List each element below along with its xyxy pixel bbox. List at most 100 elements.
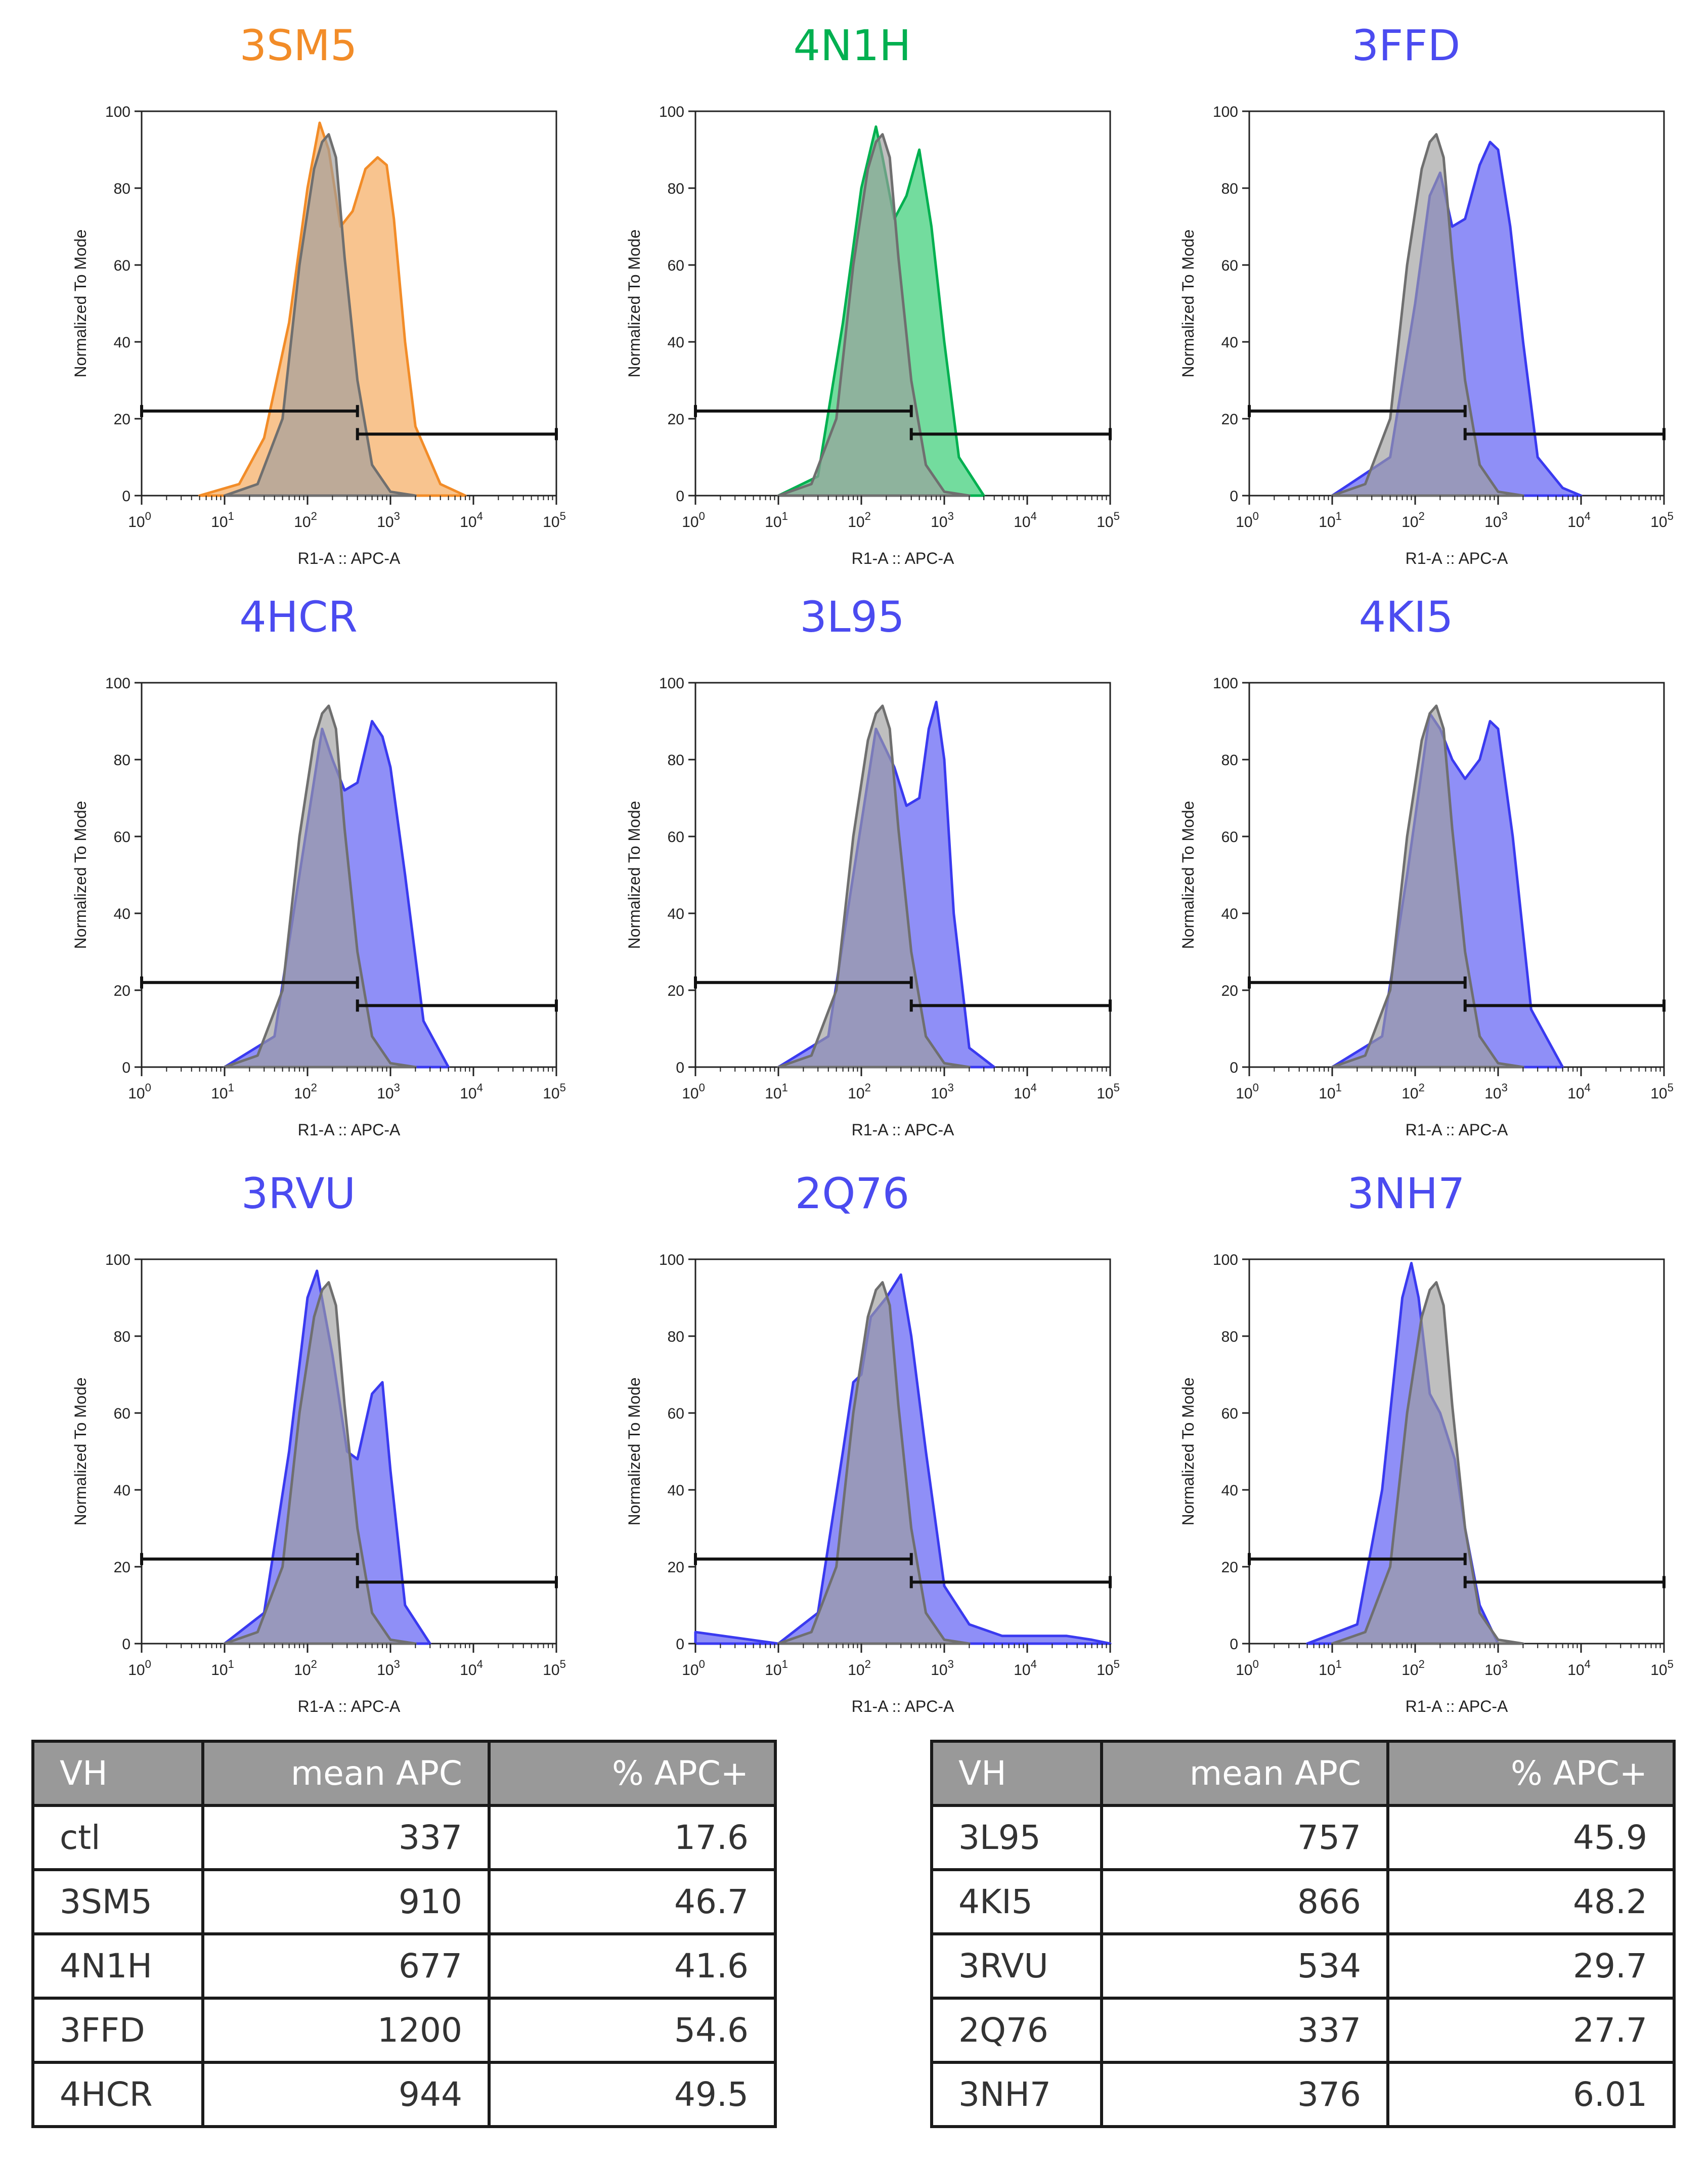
y-tick-label: 100 [659, 104, 684, 120]
x-axis-label: R1-A :: APC-A [298, 1697, 401, 1715]
y-tick-label: 60 [1221, 257, 1238, 274]
table-row: 4KI5 866 48.2 [930, 1868, 1676, 1935]
control-histogram [223, 704, 417, 1069]
y-tick-label: 60 [114, 257, 130, 274]
x-tick-label: 105 [543, 1081, 566, 1102]
y-tick-label: 60 [1221, 829, 1238, 846]
column-header-vh: VH [930, 1740, 1103, 1807]
y-axis-label: Normalized To Mode [71, 230, 90, 378]
x-tick-label: 102 [848, 1081, 871, 1102]
cell-mean-apc: 534 [1100, 1932, 1389, 2000]
table-row: 3RVU 534 29.7 [930, 1932, 1676, 2000]
cell-mean-apc: 337 [1100, 1997, 1389, 2064]
x-tick-label: 103 [1484, 1081, 1508, 1102]
x-tick-label: 102 [1402, 510, 1425, 531]
x-tick-label: 100 [1236, 1658, 1259, 1679]
histogram-panel: 2Q76 0 20 40 60 80 100 100 101 102 103 104 105 R1-A :… [584, 1168, 1120, 1740]
cell-mean-apc: 1200 [201, 1997, 491, 2064]
x-tick-label: 102 [294, 1658, 317, 1679]
control-histogram [777, 133, 971, 497]
x-tick-label: 104 [1567, 510, 1591, 531]
x-tick-label: 103 [1484, 510, 1508, 531]
y-tick-label: 0 [676, 1636, 684, 1653]
x-tick-label: 100 [128, 1658, 151, 1679]
gate-positive [909, 999, 1112, 1012]
x-tick-label: 100 [128, 510, 151, 531]
x-tick-label: 104 [1014, 510, 1037, 531]
x-axis-label: R1-A :: APC-A [852, 1697, 954, 1715]
cell-vh: 3L95 [930, 1804, 1103, 1871]
histogram-panel: 3L95 0 20 40 60 80 100 100 101 102 103 104 105 R1-A :… [584, 592, 1120, 1163]
table-row: 3FFD 1200 54.6 [31, 1997, 777, 2064]
x-tick-label: 105 [1097, 1658, 1120, 1679]
y-tick-label: 20 [114, 1559, 130, 1576]
x-tick-label: 103 [377, 1658, 400, 1679]
cell-mean-apc: 944 [201, 2061, 491, 2128]
cell-vh: 3SM5 [31, 1868, 204, 1935]
y-tick-label: 40 [668, 334, 684, 351]
x-tick-label: 105 [1650, 1081, 1674, 1102]
table-header-row: VH mean APC % APC+ [930, 1740, 1676, 1807]
y-axis-label: Normalized To Mode [1179, 230, 1197, 378]
x-tick-label: 102 [848, 1658, 871, 1679]
y-tick-label: 60 [668, 1405, 684, 1422]
y-tick-label: 60 [668, 829, 684, 846]
x-tick-label: 104 [1567, 1658, 1591, 1679]
table-row: 2Q76 337 27.7 [930, 1997, 1676, 2064]
gate-negative [140, 1553, 359, 1565]
panel-title: 3L95 [800, 592, 905, 642]
x-tick-label: 104 [1014, 1081, 1037, 1102]
y-tick-label: 20 [1221, 1559, 1238, 1576]
y-tick-label: 80 [1221, 1329, 1238, 1345]
x-tick-label: 102 [1402, 1081, 1425, 1102]
cell-pct-apc: 41.6 [488, 1932, 777, 2000]
control-histogram [777, 1281, 971, 1645]
x-tick-label: 104 [460, 1081, 483, 1102]
cell-vh: 2Q76 [930, 1997, 1103, 2064]
y-tick-label: 0 [1230, 488, 1238, 505]
y-tick-label: 0 [122, 1636, 130, 1653]
gate-positive [356, 1576, 558, 1588]
x-tick-label: 105 [1650, 1658, 1674, 1679]
y-tick-label: 0 [676, 488, 684, 505]
x-tick-label: 101 [1319, 1658, 1342, 1679]
gate-positive [1463, 1576, 1666, 1588]
x-tick-label: 102 [294, 1081, 317, 1102]
control-histogram [1331, 133, 1524, 497]
y-tick-label: 20 [668, 1559, 684, 1576]
gate-negative [1248, 405, 1467, 417]
y-tick-label: 60 [114, 1405, 130, 1422]
control-histogram [1331, 704, 1524, 1069]
y-tick-label: 20 [1221, 983, 1238, 999]
histogram-panel: 4HCR 0 20 40 60 80 100 100 101 102 103 104 105 R1-A :… [30, 592, 566, 1163]
cell-mean-apc: 910 [201, 1868, 491, 1935]
y-tick-label: 0 [676, 1060, 684, 1076]
y-tick-label: 80 [114, 1329, 130, 1345]
x-axis-label: R1-A :: APC-A [298, 549, 401, 567]
histogram-panel: 3NH7 0 20 40 60 80 100 100 101 102 103 104 105 R1-A :… [1138, 1168, 1674, 1740]
column-header-mean-apc: mean APC [1100, 1740, 1389, 1807]
histogram-panel: 3RVU 0 20 40 60 80 100 100 101 102 103 104 105 R1-A :… [30, 1168, 566, 1740]
x-tick-label: 101 [211, 1658, 234, 1679]
cell-vh: 4N1H [31, 1932, 204, 2000]
x-tick-label: 101 [765, 1081, 788, 1102]
y-tick-label: 100 [1213, 675, 1238, 692]
cell-mean-apc: 376 [1100, 2061, 1389, 2128]
y-tick-label: 0 [1230, 1636, 1238, 1653]
table-row: 3SM5 910 46.7 [31, 1868, 777, 1935]
y-tick-label: 20 [114, 411, 130, 428]
y-tick-label: 40 [114, 334, 130, 351]
x-tick-label: 101 [765, 1658, 788, 1679]
gate-negative [140, 405, 359, 417]
histogram-panel: 3FFD 0 20 40 60 80 100 100 101 102 103 104 105 R1-A :… [1138, 20, 1674, 592]
x-axis-label: R1-A :: APC-A [1406, 1697, 1508, 1715]
x-tick-label: 103 [931, 510, 954, 531]
x-axis-label: R1-A :: APC-A [298, 1121, 401, 1139]
x-tick-label: 105 [1097, 510, 1120, 531]
x-tick-label: 101 [211, 510, 234, 531]
